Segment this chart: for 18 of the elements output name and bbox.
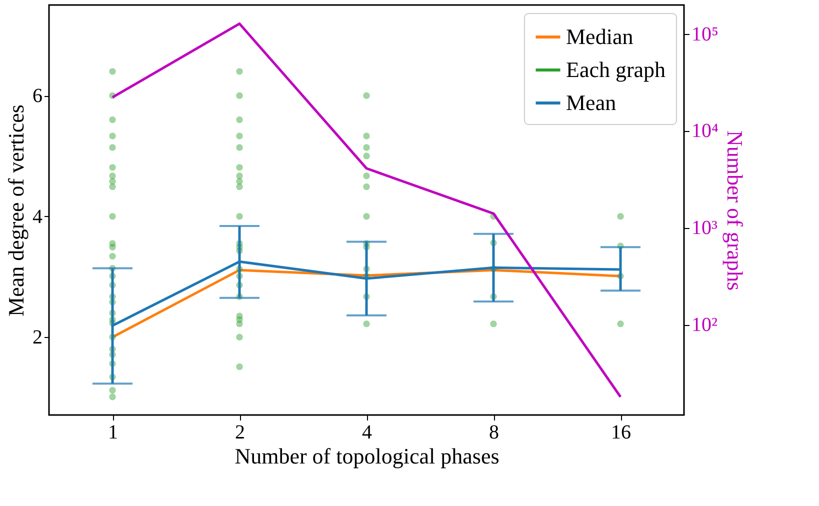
x-tick-label: 1 [108,422,118,444]
x-tick-label: 8 [489,422,499,444]
x-axis-title: Number of topological phases [234,444,500,468]
y2-axis-title: Number of graphs [722,130,748,291]
legend-label: Median [566,24,634,49]
x-tick-label: 4 [362,422,372,444]
y-tick-label: 6 [32,85,42,108]
y-tick-label: 2 [32,326,42,349]
y-axis-title: Mean degree of vertices [4,104,28,316]
legend-label: Mean [566,90,616,115]
x-tick-label: 16 [611,422,631,444]
y-tick-label: 4 [32,206,42,228]
y2-tick-label: 10⁵ [692,23,718,46]
y2-tick-label: 10² [692,314,718,336]
x-tick-label: 2 [235,422,245,444]
legend-label: Each graph [566,57,666,82]
y2-tick-label: 10⁴ [692,120,718,142]
y2-tick-label: 10³ [692,217,718,240]
